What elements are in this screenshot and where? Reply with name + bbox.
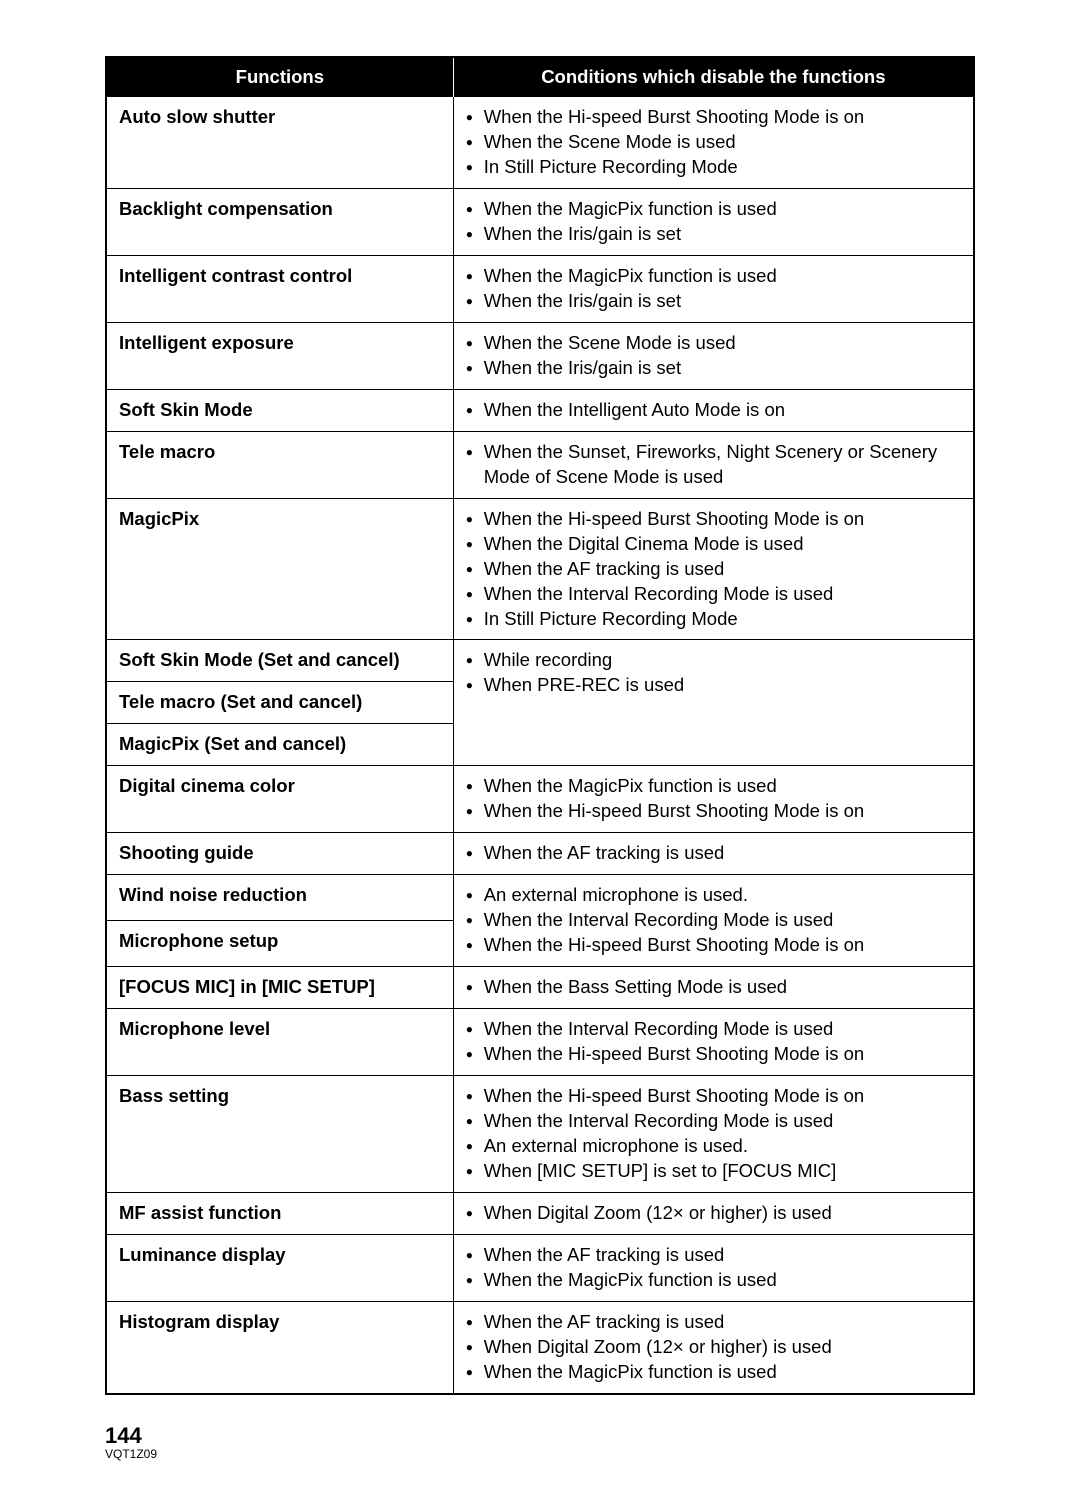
function-name: Wind noise reduction	[106, 875, 453, 921]
condition-item: When the AF tracking is used	[466, 557, 961, 582]
col-header-functions: Functions	[106, 57, 453, 97]
function-name: Soft Skin Mode	[106, 389, 453, 431]
table-row: Shooting guide When the AF tracking is u…	[106, 833, 974, 875]
condition-item: When Digital Zoom (12× or higher) is use…	[466, 1201, 961, 1226]
manual-page: Functions Conditions which disable the f…	[0, 0, 1080, 1491]
function-name: Bass setting	[106, 1076, 453, 1193]
function-name: MagicPix	[106, 498, 453, 640]
conditions-cell: When the Hi-speed Burst Shooting Mode is…	[453, 97, 974, 189]
condition-item: When the MagicPix function is used	[466, 774, 961, 799]
table-row: Digital cinema color When the MagicPix f…	[106, 766, 974, 833]
condition-item: When the Iris/gain is set	[466, 222, 961, 247]
condition-item: When the MagicPix function is used	[466, 1360, 961, 1385]
condition-item: When PRE-REC is used	[466, 673, 961, 698]
function-name: Auto slow shutter	[106, 97, 453, 189]
function-name: Luminance display	[106, 1234, 453, 1301]
table-row: Soft Skin Mode When the Intelligent Auto…	[106, 389, 974, 431]
conditions-cell: When the Intelligent Auto Mode is on	[453, 389, 974, 431]
function-name: Backlight compensation	[106, 188, 453, 255]
condition-item: When the Iris/gain is set	[466, 289, 961, 314]
condition-item: When the Interval Recording Mode is used	[466, 1109, 961, 1134]
table-row: Tele macro When the Sunset, Fireworks, N…	[106, 431, 974, 498]
col-header-conditions: Conditions which disable the functions	[453, 57, 974, 97]
condition-item: When the AF tracking is used	[466, 1310, 961, 1335]
table-row: Intelligent contrast control When the Ma…	[106, 255, 974, 322]
table-row: Bass setting When the Hi-speed Burst Sho…	[106, 1076, 974, 1193]
function-name: Soft Skin Mode (Set and cancel)	[106, 640, 453, 682]
condition-item: When the Interval Recording Mode is used	[466, 1017, 961, 1042]
condition-item: In Still Picture Recording Mode	[466, 155, 961, 180]
table-row: MF assist function When Digital Zoom (12…	[106, 1192, 974, 1234]
function-name: Microphone level	[106, 1009, 453, 1076]
table-row: Backlight compensation When the MagicPix…	[106, 188, 974, 255]
condition-item: While recording	[466, 648, 961, 673]
table-row: Microphone level When the Interval Recor…	[106, 1009, 974, 1076]
function-name: Shooting guide	[106, 833, 453, 875]
conditions-cell: When the Hi-speed Burst Shooting Mode is…	[453, 1076, 974, 1193]
page-footer: 144 VQT1Z09	[105, 1423, 975, 1461]
condition-item: When the Sunset, Fireworks, Night Scener…	[466, 440, 961, 490]
function-name: Microphone setup	[106, 921, 453, 967]
condition-item: When the AF tracking is used	[466, 1243, 961, 1268]
condition-item: When the MagicPix function is used	[466, 197, 961, 222]
condition-item: An external microphone is used.	[466, 1134, 961, 1159]
condition-item: When the Iris/gain is set	[466, 356, 961, 381]
function-name: MagicPix (Set and cancel)	[106, 724, 453, 766]
conditions-cell: When the AF tracking is used When Digita…	[453, 1301, 974, 1393]
function-name: [FOCUS MIC] in [MIC SETUP]	[106, 967, 453, 1009]
condition-item: When the Hi-speed Burst Shooting Mode is…	[466, 507, 961, 532]
function-name: Intelligent contrast control	[106, 255, 453, 322]
condition-item: When the AF tracking is used	[466, 841, 961, 866]
page-number: 144	[105, 1423, 975, 1449]
table-row: Intelligent exposure When the Scene Mode…	[106, 322, 974, 389]
condition-item: When the MagicPix function is used	[466, 264, 961, 289]
function-name: Tele macro	[106, 431, 453, 498]
table-header-row: Functions Conditions which disable the f…	[106, 57, 974, 97]
table-row: Luminance display When the AF tracking i…	[106, 1234, 974, 1301]
condition-item: When the Interval Recording Mode is used	[466, 582, 961, 607]
table-row: [FOCUS MIC] in [MIC SETUP] When the Bass…	[106, 967, 974, 1009]
table-row: Soft Skin Mode (Set and cancel) While re…	[106, 640, 974, 682]
conditions-cell: An external microphone is used. When the…	[453, 875, 974, 967]
condition-item: When the Intelligent Auto Mode is on	[466, 398, 961, 423]
condition-item: An external microphone is used.	[466, 883, 961, 908]
condition-item: When Digital Zoom (12× or higher) is use…	[466, 1335, 961, 1360]
conditions-cell: When the MagicPix function is used When …	[453, 255, 974, 322]
functions-table: Functions Conditions which disable the f…	[105, 56, 975, 1395]
conditions-cell: While recording When PRE-REC is used	[453, 640, 974, 766]
condition-item: When the Hi-speed Burst Shooting Mode is…	[466, 933, 961, 958]
document-id: VQT1Z09	[105, 1447, 975, 1461]
function-name: Tele macro (Set and cancel)	[106, 682, 453, 724]
conditions-cell: When the Interval Recording Mode is used…	[453, 1009, 974, 1076]
condition-item: When the Scene Mode is used	[466, 331, 961, 356]
function-name: MF assist function	[106, 1192, 453, 1234]
function-name: Digital cinema color	[106, 766, 453, 833]
table-row: MagicPix When the Hi-speed Burst Shootin…	[106, 498, 974, 640]
condition-item: When [MIC SETUP] is set to [FOCUS MIC]	[466, 1159, 961, 1184]
table-row: Wind noise reduction An external microph…	[106, 875, 974, 921]
condition-item: In Still Picture Recording Mode	[466, 607, 961, 632]
table-row: Auto slow shutter When the Hi-speed Burs…	[106, 97, 974, 189]
condition-item: When the Hi-speed Burst Shooting Mode is…	[466, 799, 961, 824]
conditions-cell: When the MagicPix function is used When …	[453, 188, 974, 255]
conditions-cell: When the Scene Mode is used When the Iri…	[453, 322, 974, 389]
condition-item: When the Scene Mode is used	[466, 130, 961, 155]
condition-item: When the Interval Recording Mode is used	[466, 908, 961, 933]
conditions-cell: When the Bass Setting Mode is used	[453, 967, 974, 1009]
table-row: Histogram display When the AF tracking i…	[106, 1301, 974, 1393]
condition-item: When the Hi-speed Burst Shooting Mode is…	[466, 1042, 961, 1067]
conditions-cell: When the AF tracking is used When the Ma…	[453, 1234, 974, 1301]
condition-item: When the Hi-speed Burst Shooting Mode is…	[466, 1084, 961, 1109]
condition-item: When the MagicPix function is used	[466, 1268, 961, 1293]
condition-item: When the Bass Setting Mode is used	[466, 975, 961, 1000]
function-name: Intelligent exposure	[106, 322, 453, 389]
conditions-cell: When the AF tracking is used	[453, 833, 974, 875]
condition-item: When the Digital Cinema Mode is used	[466, 532, 961, 557]
function-name: Histogram display	[106, 1301, 453, 1393]
conditions-cell: When Digital Zoom (12× or higher) is use…	[453, 1192, 974, 1234]
conditions-cell: When the Sunset, Fireworks, Night Scener…	[453, 431, 974, 498]
condition-item: When the Hi-speed Burst Shooting Mode is…	[466, 105, 961, 130]
conditions-cell: When the Hi-speed Burst Shooting Mode is…	[453, 498, 974, 640]
conditions-cell: When the MagicPix function is used When …	[453, 766, 974, 833]
